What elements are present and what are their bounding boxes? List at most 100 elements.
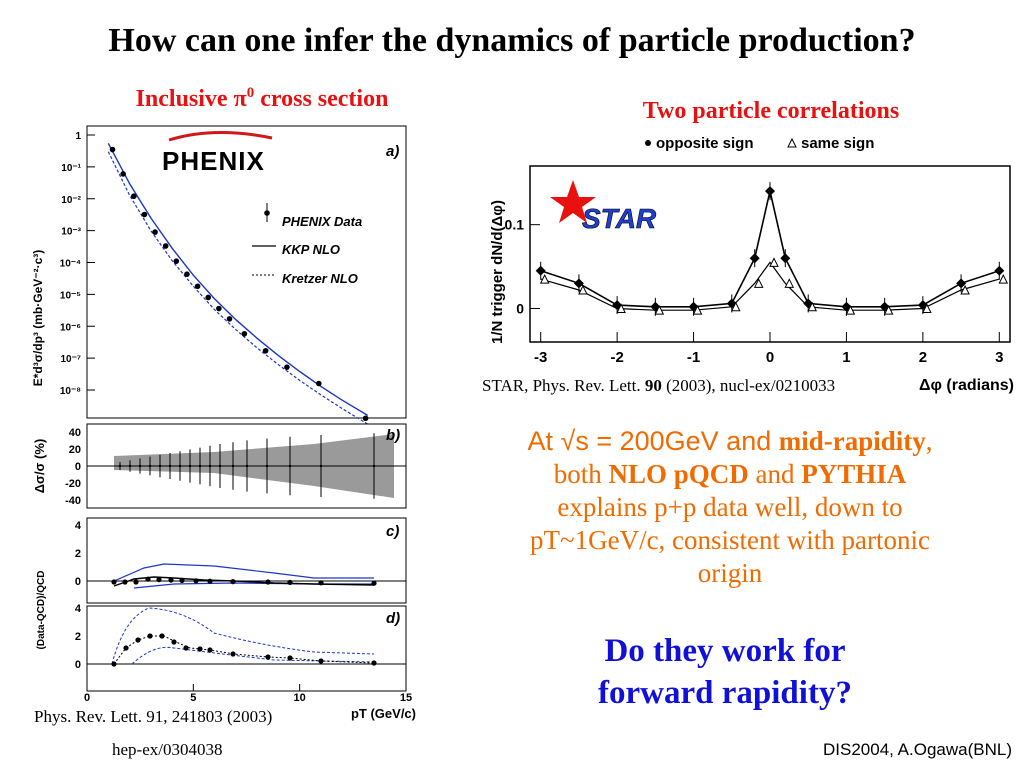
opposite-sign-point xyxy=(535,265,546,276)
ratio-point xyxy=(265,464,269,468)
same-sign-point xyxy=(730,301,741,312)
opposite-sign-point xyxy=(780,253,791,264)
x-tick-label: -1 xyxy=(687,349,700,366)
y-tick-label: 10⁻² xyxy=(61,195,81,206)
star-logo: STAR xyxy=(582,203,657,234)
data-point xyxy=(141,211,148,218)
data-point xyxy=(362,415,369,422)
y-tick-label-b: -40 xyxy=(65,495,81,507)
data-point xyxy=(226,316,233,322)
ratio-point xyxy=(138,464,142,468)
panel-c-point xyxy=(287,579,293,585)
y-tick-label: 0.1 xyxy=(505,217,525,233)
panel-c-point xyxy=(265,579,271,585)
panel-c-point xyxy=(145,576,151,582)
panel-c-point xyxy=(371,580,377,586)
opposite-sign-point xyxy=(749,253,760,264)
panel-d-point xyxy=(371,660,377,666)
data-point xyxy=(109,146,116,153)
heading-suffix: cross section xyxy=(254,86,389,112)
x-tick-label: 0 xyxy=(766,349,774,366)
legend-same: same sign xyxy=(801,135,874,152)
ratio-point xyxy=(288,464,292,468)
opposite-sign-point xyxy=(650,301,661,312)
x-tick-label: 2 xyxy=(919,349,927,366)
same-sign-point xyxy=(883,305,894,315)
ratio-point xyxy=(188,464,192,468)
data-point xyxy=(284,364,290,370)
ratio-point xyxy=(198,464,202,468)
panel-d-point xyxy=(287,655,293,661)
y-tick-label: 10⁻³ xyxy=(61,227,81,238)
panel-d-point xyxy=(265,654,271,660)
y-axis-label: 1/N trigger dN/d(Δφ) xyxy=(489,200,506,344)
star-caption-volume: 90 xyxy=(644,376,662,395)
ratio-point xyxy=(178,464,182,468)
panel-c-point xyxy=(193,578,199,584)
ratio-point xyxy=(218,464,222,468)
opposite-sign-point xyxy=(573,278,584,289)
same-sign-point xyxy=(960,284,970,295)
opposite-sign-point xyxy=(956,278,967,289)
same-sign-point xyxy=(616,303,626,313)
panel-c-point xyxy=(179,577,185,583)
kkp-nlo-curve xyxy=(107,142,369,417)
star-icon xyxy=(550,180,596,223)
panel-c-point xyxy=(207,578,213,584)
kretzer-band-lower xyxy=(131,646,375,665)
legend-opposite: opposite sign xyxy=(656,135,754,152)
y-tick-label-d: 0 xyxy=(75,659,81,671)
right-figure-heading: Two particle correlations xyxy=(642,98,900,124)
legend-kkp: KKP NLO xyxy=(282,242,340,257)
ratio-point xyxy=(245,464,249,468)
star-caption-suffix: (2003), nucl-ex/0210033 xyxy=(661,376,836,395)
data-point xyxy=(120,171,126,177)
ratio-point xyxy=(168,464,172,468)
x-tick-label: 1 xyxy=(842,349,850,366)
panel-d-point xyxy=(111,661,117,667)
summary-line-3: explains p+p data well, down to xyxy=(557,492,903,522)
panel-d-point xyxy=(183,645,189,651)
star-caption-prefix: STAR, Phys. Rev. Lett. xyxy=(482,376,645,395)
ratio-point xyxy=(128,464,132,468)
x-axis-label: pT (GeV/c) xyxy=(351,706,416,721)
opposite-sign-point xyxy=(726,298,737,309)
star-figure: opposite sign same sign STAR 0 0.11/N trigge… xyxy=(489,135,1014,394)
summary-line-1: At √s = 200GeV and mid-rapidity, xyxy=(460,425,1000,458)
panel-d-point xyxy=(123,645,129,651)
y-axis-label-cd: (Data-QCD)/QCD xyxy=(36,571,47,650)
summary-line-5: origin xyxy=(697,558,763,588)
data-point xyxy=(194,283,201,290)
phenix-caption: Phys. Rev. Lett. 91, 241803 (2003) xyxy=(34,707,273,726)
same-sign-point xyxy=(807,301,818,312)
panel-c-point xyxy=(133,579,139,585)
comma-text: , xyxy=(925,426,933,456)
summary-line-2: both NLO pQCD and PYTHIA xyxy=(460,458,1000,491)
same-sign-point xyxy=(769,257,779,267)
same-sign-point xyxy=(539,274,550,284)
star-caption: STAR, Phys. Rev. Lett. 90 (2003), nucl-e… xyxy=(482,376,835,396)
question: Do they work for forward rapidity? xyxy=(520,630,930,714)
panel-d-point xyxy=(230,651,236,657)
heading-pi: π xyxy=(233,86,247,112)
panel-d-point xyxy=(207,647,213,653)
y-tick-label: 10⁻¹ xyxy=(61,163,81,174)
panel-c-point xyxy=(111,579,117,585)
x-axis-label: Δφ (radians) xyxy=(919,377,1014,394)
x-tick-label: 0 xyxy=(84,692,90,704)
y-tick-label-c: 2 xyxy=(75,548,81,560)
panel-d-point xyxy=(135,637,141,643)
panel-c-point xyxy=(230,579,236,585)
y-tick-label-b: 40 xyxy=(69,427,81,439)
summary-text: At √s = 200GeV and mid-rapidity, both NL… xyxy=(460,425,1000,590)
panel-c-frame xyxy=(86,517,407,604)
x-tick-label: 3 xyxy=(995,349,1003,366)
panel-d-point xyxy=(171,639,177,645)
panel-a-label: a) xyxy=(386,143,399,160)
data-point xyxy=(316,380,322,387)
y-axis-label: E*d³σ/dp³ (mb·GeV⁻²·c³) xyxy=(31,250,45,387)
same-sign-point xyxy=(753,278,764,288)
kretzer-band-upper xyxy=(111,607,375,665)
opposite-sign-point xyxy=(803,298,814,309)
opposite-sign-point xyxy=(994,265,1005,276)
